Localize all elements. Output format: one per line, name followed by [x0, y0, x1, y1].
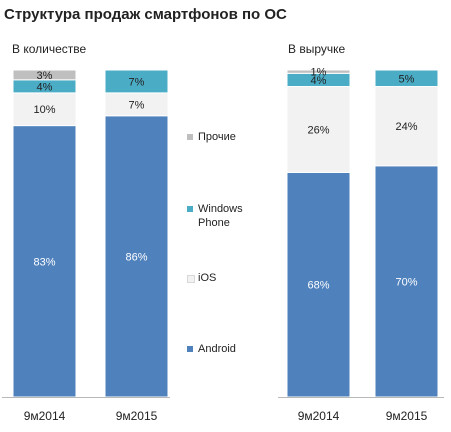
- bar-label-0-1-android: 86%: [125, 251, 147, 263]
- legend-swatch-other: [187, 134, 193, 140]
- baseline-right: [278, 397, 444, 398]
- bar-segment-0-0-прочие: [12, 69, 77, 81]
- bar-label-0-0-ios: 10%: [33, 104, 55, 116]
- baseline-left: [2, 397, 170, 398]
- bar-segment-0-0-android: [12, 125, 77, 398]
- chart-title: Структура продаж смартфонов по ОС: [4, 6, 287, 23]
- legend-label-android: Android: [198, 343, 236, 355]
- bar-segment-1-0-android: [286, 171, 351, 398]
- category-label-0-0: 9м2014: [24, 409, 66, 423]
- bar-segment-0-0-ios: [12, 92, 77, 127]
- subtitle-revenue: В выручке: [288, 42, 346, 56]
- category-label-1-0: 9м2014: [298, 409, 340, 423]
- bar-label-0-0-android: 83%: [33, 256, 55, 268]
- bar-label-1-0-android: 68%: [307, 280, 329, 292]
- bar-label-1-0-windows-phone: 4%: [311, 75, 327, 87]
- bar-segment-0-1-windows-phone: [104, 69, 169, 94]
- legend-swatch-android: [187, 346, 193, 352]
- legend-label-windows-phone: Windows Phone: [198, 203, 243, 229]
- legend-label-ios: iOS: [198, 272, 217, 284]
- bar-segment-1-0-прочие: [286, 69, 351, 74]
- bar-label-0-0-windows-phone: 4%: [37, 81, 53, 93]
- bar-segment-1-0-ios: [286, 86, 351, 173]
- bar-label-1-1-android: 70%: [395, 276, 417, 288]
- bar-label-0-1-ios: 7%: [129, 99, 145, 111]
- legend-swatch-windows-phone: [187, 206, 193, 212]
- bar-label-1-1-ios: 24%: [395, 121, 417, 133]
- legend-label-other: Прочие: [198, 131, 236, 143]
- legend-swatch-ios: [187, 275, 195, 283]
- bar-label-0-0-прочие: 3%: [37, 70, 53, 82]
- bar-segment-1-1-windows-phone: [374, 69, 439, 88]
- bar-segment-1-1-ios: [374, 86, 439, 167]
- bar-label-0-1-windows-phone: 7%: [129, 76, 145, 88]
- category-label-0-1: 9м2015: [116, 409, 158, 423]
- subtitle-quantity: В количестве: [12, 42, 87, 56]
- bar-label-1-0-прочие: 1%: [311, 67, 327, 79]
- bar-label-1-0-ios: 26%: [307, 124, 329, 136]
- category-label-1-1: 9м2015: [386, 409, 428, 423]
- bar-label-1-1-windows-phone: 5%: [399, 73, 415, 85]
- bar-segment-1-1-android: [374, 165, 439, 398]
